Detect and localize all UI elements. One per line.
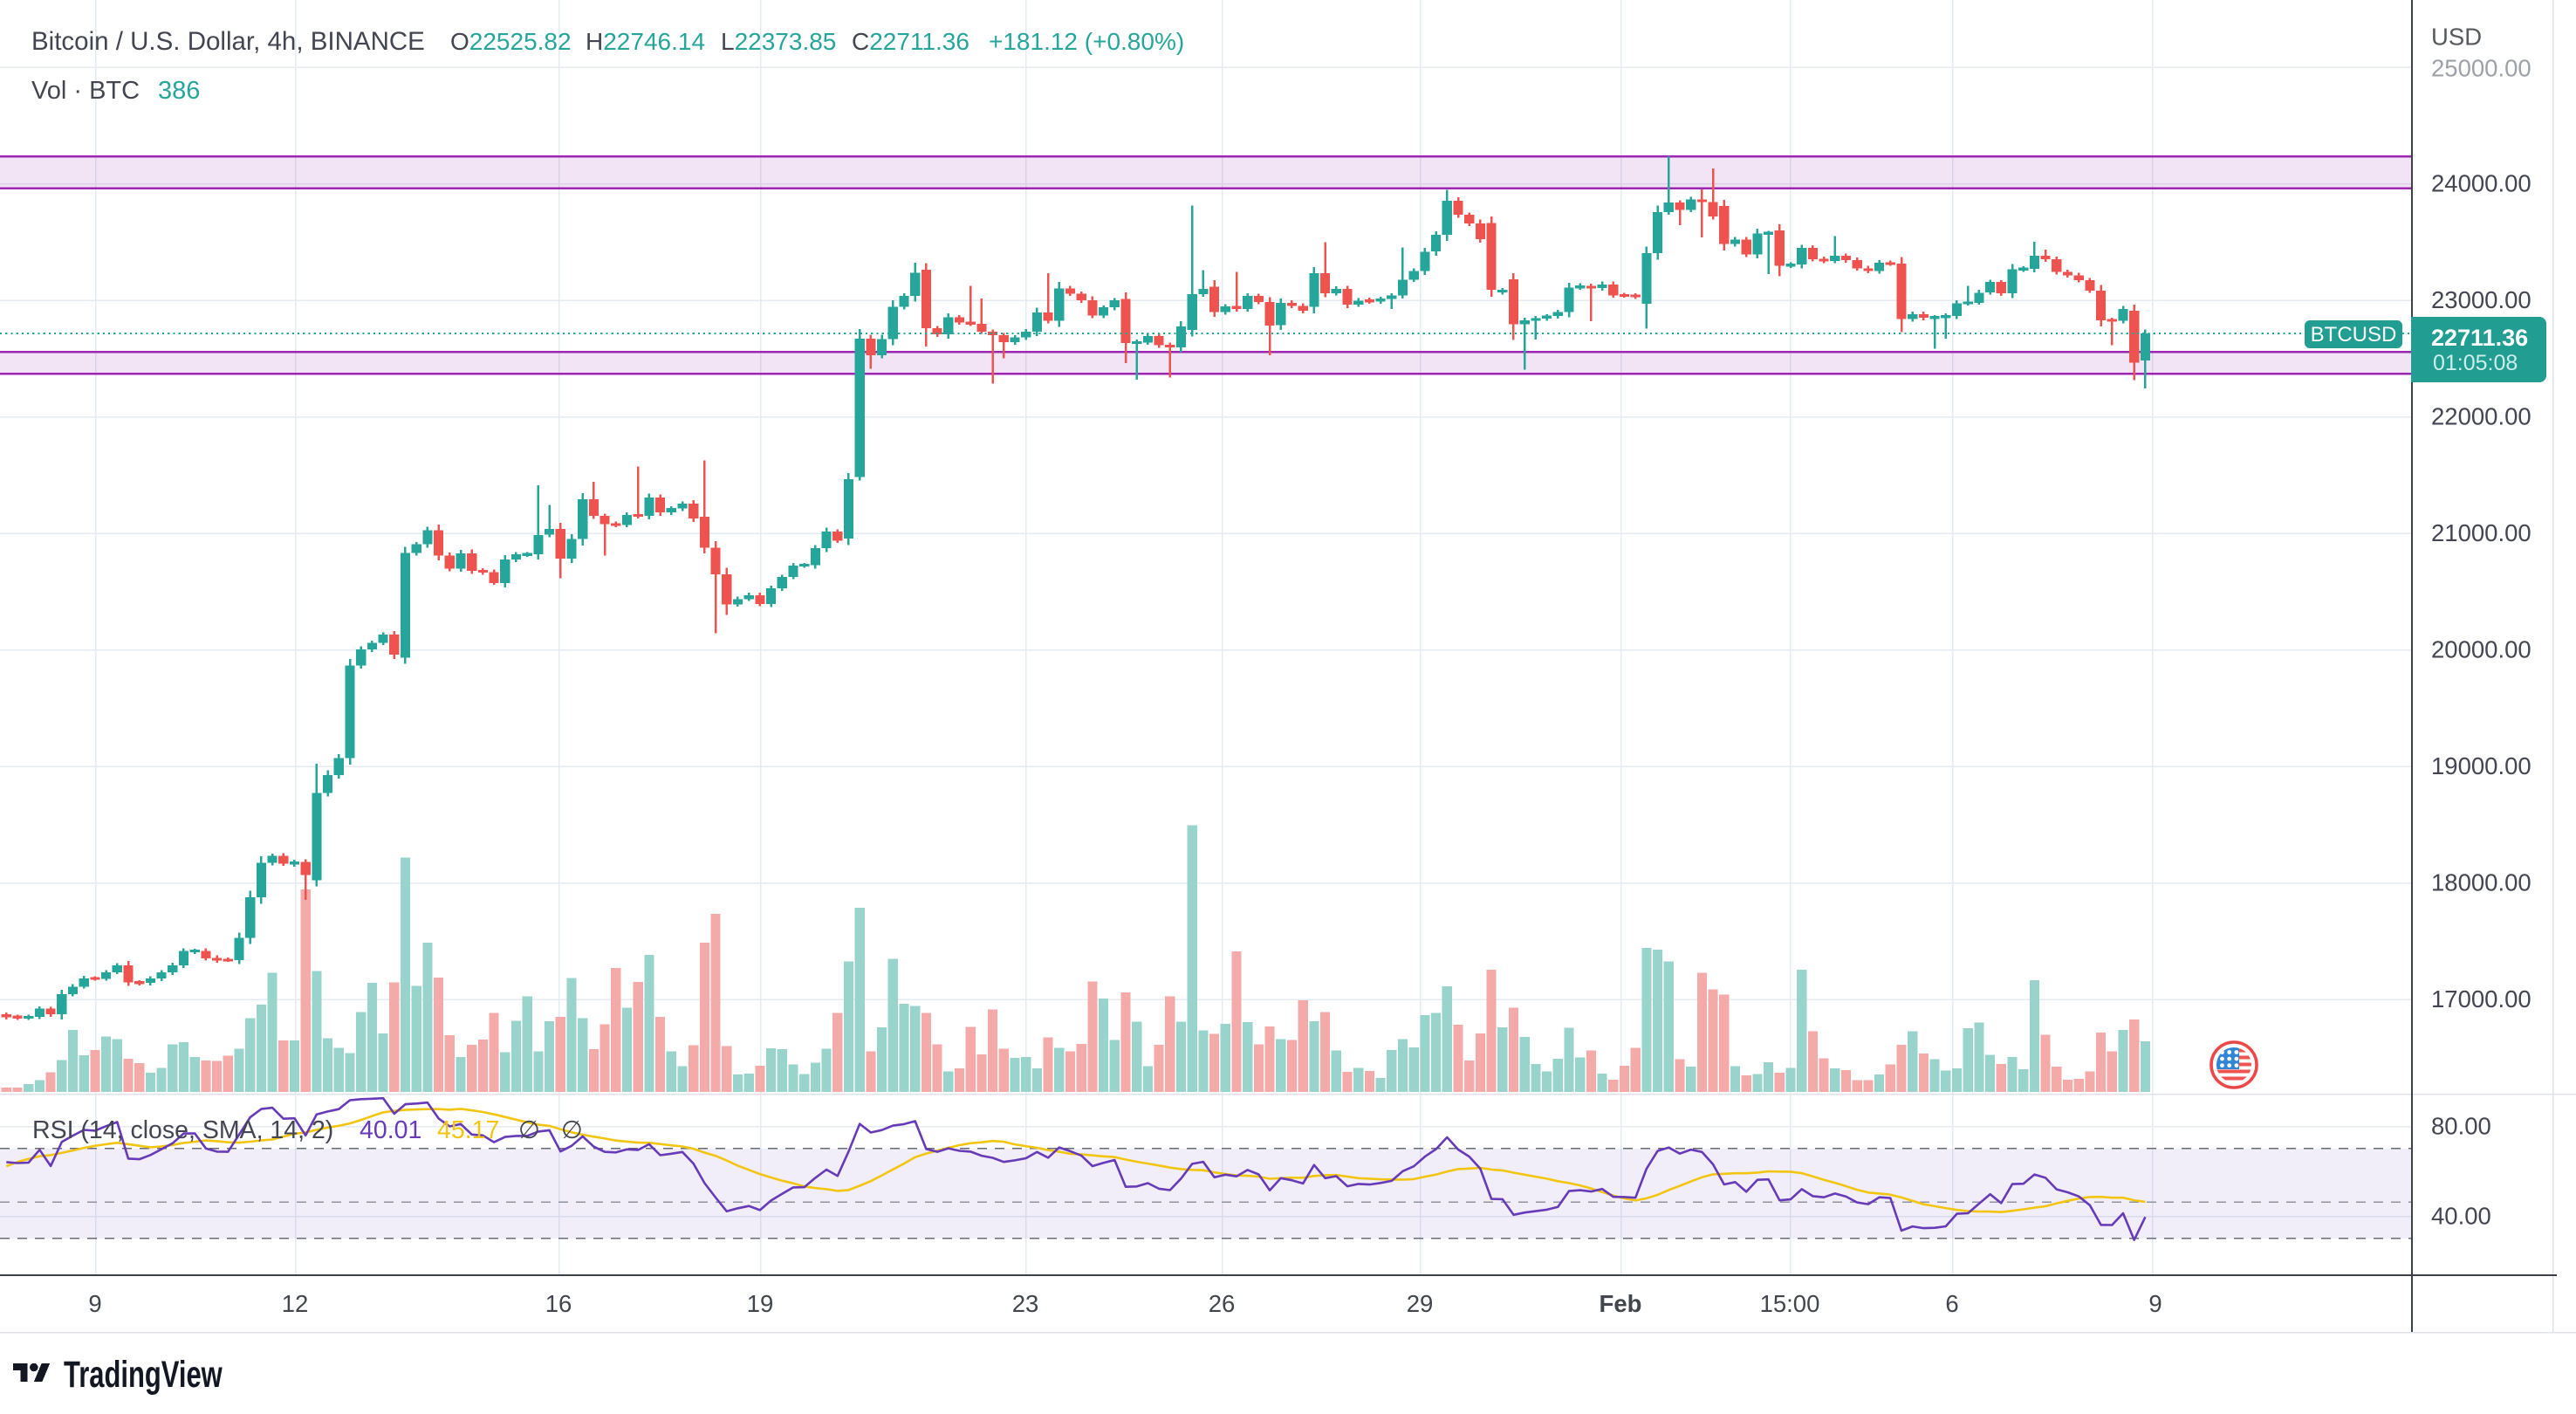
- svg-text:RSI (14, close, SMA, 14, 2): RSI (14, close, SMA, 14, 2): [32, 1116, 333, 1144]
- svg-text:80.00: 80.00: [2431, 1113, 2491, 1140]
- svg-text:L22373.85: L22373.85: [721, 28, 836, 55]
- svg-text:BTCUSD: BTCUSD: [2311, 323, 2397, 347]
- svg-text:29: 29: [1407, 1290, 1434, 1317]
- svg-text:45.17: 45.17: [437, 1116, 499, 1144]
- svg-text:26: 26: [1209, 1290, 1236, 1317]
- svg-text:20000.00: 20000.00: [2431, 636, 2531, 663]
- svg-text:21000.00: 21000.00: [2431, 519, 2531, 546]
- svg-text:+181.12 (+0.80%): +181.12 (+0.80%): [989, 28, 1184, 55]
- svg-text:40.00: 40.00: [2431, 1203, 2491, 1230]
- svg-text:12: 12: [282, 1290, 309, 1317]
- svg-text:16: 16: [545, 1290, 572, 1317]
- svg-text:19: 19: [747, 1290, 774, 1317]
- svg-text:25000.00: 25000.00: [2431, 55, 2531, 82]
- svg-text:23000.00: 23000.00: [2431, 286, 2531, 313]
- svg-text:15:00: 15:00: [1760, 1290, 1820, 1317]
- svg-text:22000.00: 22000.00: [2431, 403, 2531, 430]
- svg-text:USD: USD: [2431, 24, 2482, 51]
- svg-text:40.01: 40.01: [360, 1116, 421, 1144]
- svg-text:Feb: Feb: [1600, 1290, 1642, 1317]
- svg-text:O22525.82: O22525.82: [450, 28, 572, 55]
- svg-text:6: 6: [1945, 1290, 1958, 1317]
- svg-text:18000.00: 18000.00: [2431, 869, 2531, 896]
- svg-text:∅: ∅: [518, 1116, 540, 1144]
- svg-text:19000.00: 19000.00: [2431, 752, 2531, 779]
- svg-text:9: 9: [2148, 1290, 2162, 1317]
- svg-text:∅: ∅: [561, 1116, 583, 1144]
- svg-text:23: 23: [1012, 1290, 1039, 1317]
- svg-text:Vol · BTC: Vol · BTC: [31, 77, 140, 105]
- svg-text:24000.00: 24000.00: [2431, 170, 2531, 197]
- svg-text:C22711.36: C22711.36: [852, 28, 969, 55]
- svg-text:17000.00: 17000.00: [2431, 985, 2531, 1012]
- svg-text:9: 9: [88, 1290, 101, 1317]
- svg-text:01:05:08: 01:05:08: [2433, 351, 2518, 375]
- svg-text:Bitcoin / U.S. Dollar, 4h, BIN: Bitcoin / U.S. Dollar, 4h, BINANCE: [31, 27, 425, 56]
- svg-text:386: 386: [158, 77, 200, 105]
- svg-text:H22746.14: H22746.14: [586, 28, 705, 55]
- svg-text:22711.36: 22711.36: [2431, 325, 2528, 351]
- svg-text:TradingView: TradingView: [64, 1353, 223, 1395]
